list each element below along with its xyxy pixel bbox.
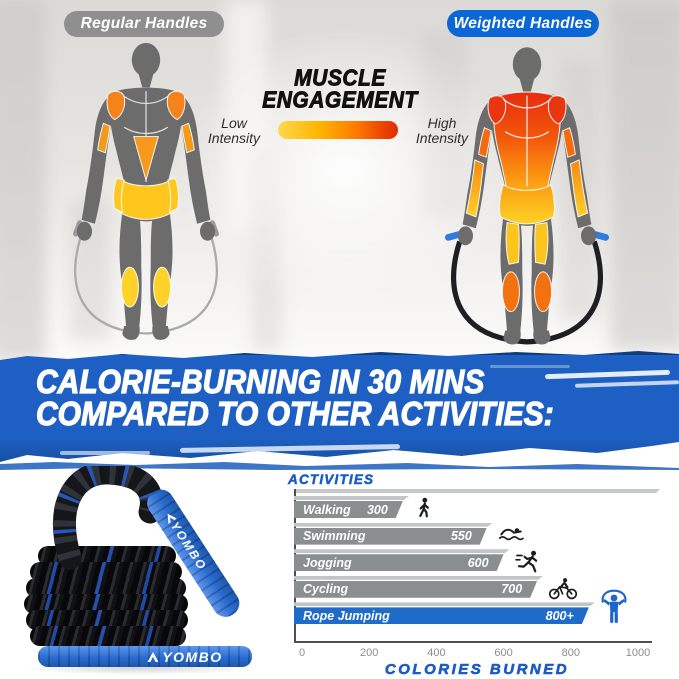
muscle-figure-regular (73, 42, 219, 340)
bar-category-label: Jogging (303, 555, 352, 570)
bar-value-label: 550 (450, 529, 472, 544)
bar-bevel (294, 602, 595, 606)
rope-jumping-icon (597, 585, 631, 629)
bar-bevel (294, 523, 493, 527)
bar-category-label: Cycling (303, 582, 349, 597)
x-tick-label: 1000 (625, 647, 651, 659)
bar-swimming: Swimming 550 (294, 528, 487, 545)
calories-bar-chart: ACTIVITIES Walking 300 Swimming 550 Jogging 6… (287, 472, 672, 679)
x-tick-label: 400 (427, 647, 446, 659)
chart-frame-strip (294, 489, 660, 493)
bar-walking: Walking 300 (294, 501, 403, 518)
bar-bevel (294, 549, 510, 553)
muscle-engagement-line1: MUSCLE (294, 65, 386, 92)
cycling-icon (548, 577, 578, 600)
bar-value-label: 700 (501, 582, 523, 597)
rope-coil-row (24, 594, 188, 614)
background-blur-shape (610, 0, 679, 350)
x-tick-label: 800 (561, 647, 580, 659)
bar-category-label: Rope Jumping (303, 608, 390, 623)
yombo-logo-mark (167, 513, 177, 525)
jogging-icon (514, 550, 541, 573)
bar-category-label: Swimming (303, 529, 366, 544)
banner-headline-line2: COMPARED TO OTHER ACTIVITIES: (35, 395, 554, 433)
x-axis-label: COLORIES BURNED (384, 661, 570, 679)
product-photo: YOMBO YOMBO (4, 466, 280, 678)
banner-brush-understrip (0, 462, 679, 470)
x-tick-label: 600 (494, 647, 513, 659)
low-label-line2: Intensity (207, 130, 261, 146)
calorie-banner: CALORIE-BURNING IN 30 MINS COMPARED TO O… (0, 350, 679, 474)
yombo-logo-mark (147, 651, 159, 662)
gym-background (0, 0, 679, 462)
high-label-line1: High (427, 115, 457, 131)
walking-icon (414, 497, 434, 519)
bar-bevel (294, 496, 409, 500)
brush-streak (179, 444, 401, 453)
bar-cycling: Cycling 700 (294, 581, 537, 598)
banner-headline-line1: CALORIE-BURNING IN 30 MINS (35, 363, 485, 401)
bar-category-label: Walking (303, 502, 351, 517)
rope-coil-row (26, 578, 186, 598)
muscle-engagement-title: MUSCLE ENGAGEMENT (230, 65, 450, 114)
chart-title: ACTIVITIES (288, 472, 375, 488)
rope-handle-diagonal: YOMBO (142, 484, 245, 622)
rope-handle-bottom: YOMBO (38, 646, 252, 667)
brand-label: YOMBO (162, 648, 223, 665)
background-blur-shape (0, 0, 46, 360)
high-intensity-label: High Intensity (402, 116, 482, 146)
x-tick-label: 200 (360, 647, 379, 659)
brush-streak (60, 451, 150, 455)
regular-handles-pill: Regular Handles (64, 11, 224, 37)
regular-handles-label: Regular Handles (80, 15, 208, 32)
x-tick-label: 0 (298, 647, 306, 659)
banner-brush-stroke: CALORIE-BURNING IN 30 MINS COMPARED TO O… (0, 351, 679, 462)
bar-value-label: 600 (467, 555, 489, 570)
rope-loop (52, 466, 163, 570)
bar-value-label: 800+ (545, 608, 574, 623)
muscle-figure-weighted (444, 47, 610, 345)
bar-bevel (294, 576, 543, 580)
bar-value-label: 300 (366, 502, 388, 517)
high-label-line2: Intensity (415, 130, 469, 146)
brush-streak (544, 369, 671, 380)
swimming-icon (498, 524, 525, 543)
low-intensity-label: Low Intensity (194, 116, 274, 146)
brush-streak (574, 380, 679, 388)
bar-jogging: Jogging 600 (294, 554, 504, 571)
weighted-handles-pill: Weighted Handles (447, 10, 599, 37)
rope-coil-row (26, 610, 188, 630)
bar-rope-jumping: Rope Jumping 800+ (294, 607, 589, 624)
muscle-engagement-line2: ENGAGEMENT (262, 87, 418, 114)
x-axis-line (294, 641, 652, 643)
weighted-handles-label: Weighted Handles (453, 14, 593, 32)
rope-coil-row (30, 626, 186, 646)
low-label-line1: Low (221, 115, 247, 131)
intensity-gradient-scale (278, 121, 398, 139)
brush-streak (490, 365, 570, 368)
